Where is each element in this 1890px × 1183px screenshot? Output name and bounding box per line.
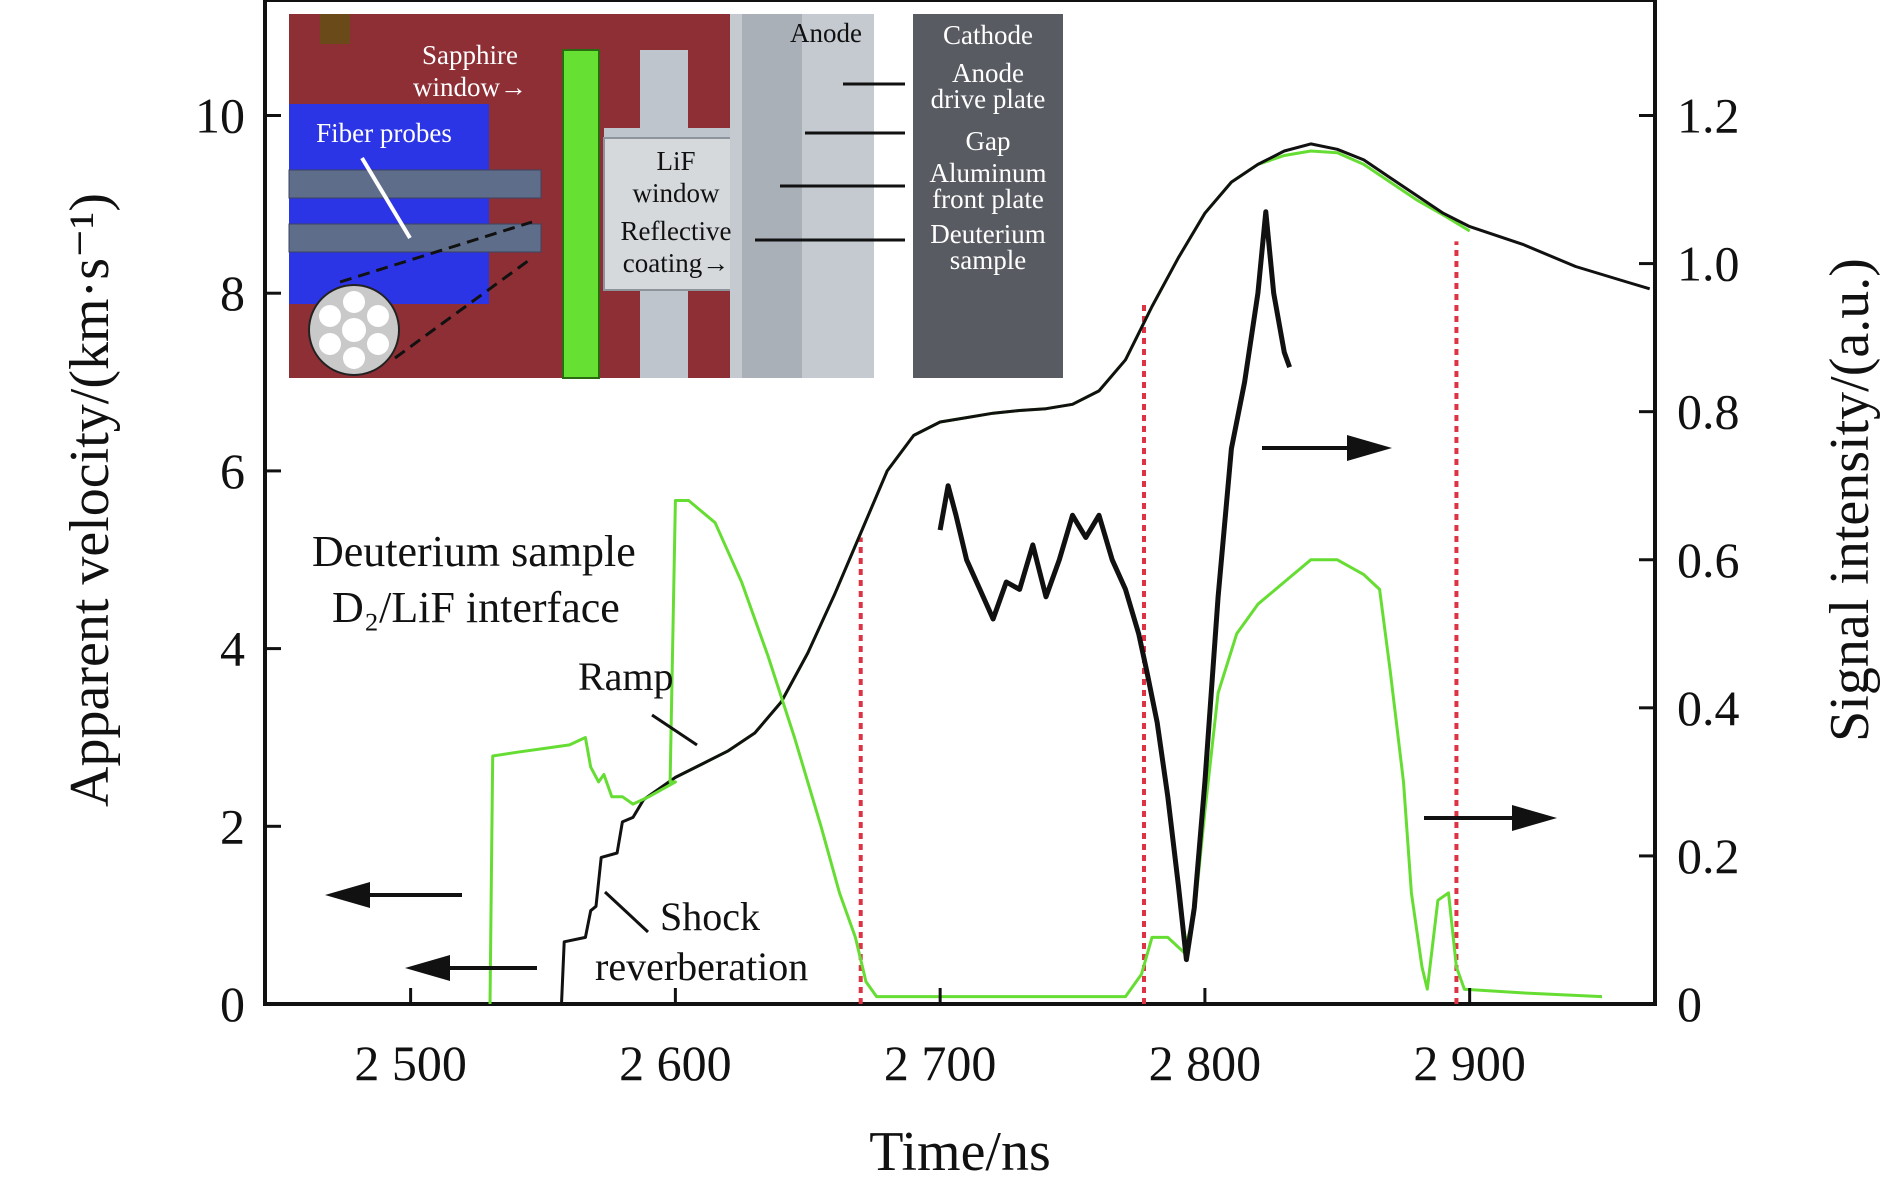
inset-label-refl-2: coating→ <box>623 248 729 278</box>
y-left-tick-label: 8 <box>220 265 245 321</box>
arrow-right-upper <box>1262 435 1392 461</box>
inset-schematic <box>288 14 1063 379</box>
inset-label-front-2: front plate <box>932 184 1044 214</box>
inset-label-deut-2: sample <box>950 245 1026 275</box>
inset-label-sapphire-2: window→ <box>413 72 527 102</box>
inset-labels: Sapphire window→ Fiber probes LiF window… <box>316 18 1046 278</box>
y-axis-left: 0 2 4 6 8 10 <box>195 88 281 1032</box>
legend-d2-lif-interface: D₂/LiF interface <box>332 583 620 632</box>
y-right-tick-label: 0.2 <box>1677 828 1740 884</box>
inset-label-deut-1: Deuterium <box>930 219 1045 249</box>
y-right-axis-title: Signal intensity/(a.u.) <box>1819 258 1881 742</box>
inset-label-refl-1: Reflective <box>621 216 732 246</box>
annotation-ramp: Ramp <box>578 654 674 699</box>
x-tick-label: 2 600 <box>619 1035 732 1091</box>
y-right-tick-label: 0 <box>1677 976 1702 1032</box>
x-axis-title: Time/ns <box>869 1121 1051 1183</box>
x-tick-label: 2 700 <box>884 1035 997 1091</box>
inset-label-sapphire-1: Sapphire <box>422 40 518 70</box>
inset-label-drive-1: Anode <box>952 58 1024 88</box>
y-right-tick-label: 0.6 <box>1677 532 1740 588</box>
series-line-1 <box>560 142 1651 1005</box>
y-left-axis-title: Apparent velocity/(km·s⁻¹) <box>59 193 121 807</box>
series-line-2 <box>488 499 1603 1005</box>
inset-label-drive-2: drive plate <box>931 84 1046 114</box>
x-tick-label: 2 800 <box>1149 1035 1262 1091</box>
x-tick-label: 2 500 <box>354 1035 467 1091</box>
y-right-tick-label: 1.2 <box>1677 88 1740 144</box>
event-markers <box>858 241 1459 1004</box>
arrow-left-lower <box>405 955 537 981</box>
plot-frame <box>263 0 1657 1006</box>
annotation-reverberation: reverberation <box>595 944 808 989</box>
y-left-tick-label: 0 <box>220 976 245 1032</box>
series-line-3 <box>937 209 1292 963</box>
inset-label-lif-2: window <box>633 178 721 208</box>
inset-label-cathode: Cathode <box>943 20 1033 50</box>
y-axis-right: 0 0.2 0.4 0.6 0.8 1.0 1.2 <box>1639 88 1740 1032</box>
arrow-right-lower <box>1424 805 1557 831</box>
x-tick-label: 2 900 <box>1413 1035 1526 1091</box>
inset-label-fiber: Fiber probes <box>316 118 452 148</box>
annotation-shock: Shock <box>660 894 760 939</box>
x-axis: 2 500 2 600 2 700 2 800 2 900 <box>354 988 1526 1091</box>
y-right-tick-label: 0.4 <box>1677 680 1740 736</box>
inset-label-lif-1: LiF <box>656 146 695 176</box>
y-right-tick-label: 1.0 <box>1677 236 1740 292</box>
legend-deuterium-sample: Deuterium sample <box>312 527 636 576</box>
arrow-left-upper <box>325 882 462 908</box>
y-left-tick-label: 10 <box>195 88 245 144</box>
inset-label-anode: Anode <box>790 18 862 48</box>
y-left-tick-label: 4 <box>220 621 245 677</box>
y-right-tick-label: 0.8 <box>1677 384 1740 440</box>
y-left-tick-label: 2 <box>220 798 245 854</box>
inset-label-gap: Gap <box>966 126 1011 156</box>
annotation-ramp-pointer <box>651 713 698 747</box>
annotation-shock-pointer <box>603 890 650 934</box>
y-left-tick-label: 6 <box>220 443 245 499</box>
inset-label-front-1: Aluminum <box>929 158 1046 188</box>
